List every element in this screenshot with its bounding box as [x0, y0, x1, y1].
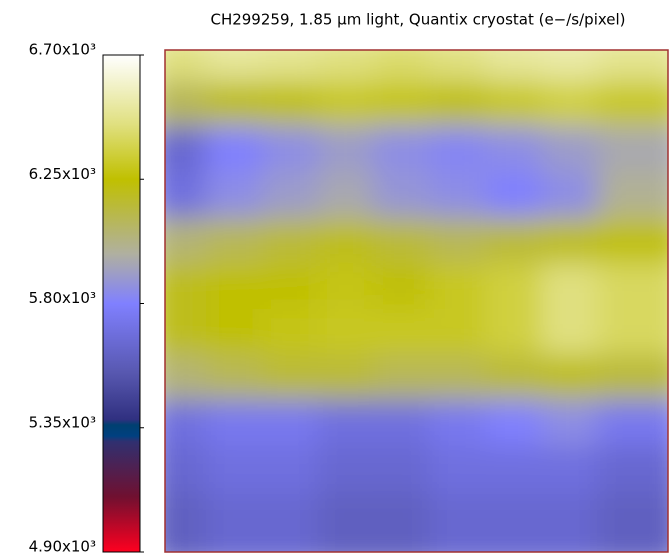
colorbar-tick-label: 5.80x10³ — [29, 289, 96, 307]
chart-title: CH299259, 1.85 μm light, Quantix cryosta… — [210, 11, 625, 29]
colorbar-tick-label: 6.70x10³ — [29, 41, 96, 59]
heatmap-cells — [165, 50, 668, 552]
heatmap-cell — [597, 491, 668, 552]
plot-frame — [164, 49, 669, 553]
colorbar-tick-label: 4.90x10³ — [29, 538, 96, 556]
heatmap-area — [165, 50, 668, 552]
colorbar-tick-label: 5.35x10³ — [29, 413, 96, 431]
colorbar-tick-label: 6.25x10³ — [29, 165, 96, 183]
colorbar — [102, 54, 141, 553]
